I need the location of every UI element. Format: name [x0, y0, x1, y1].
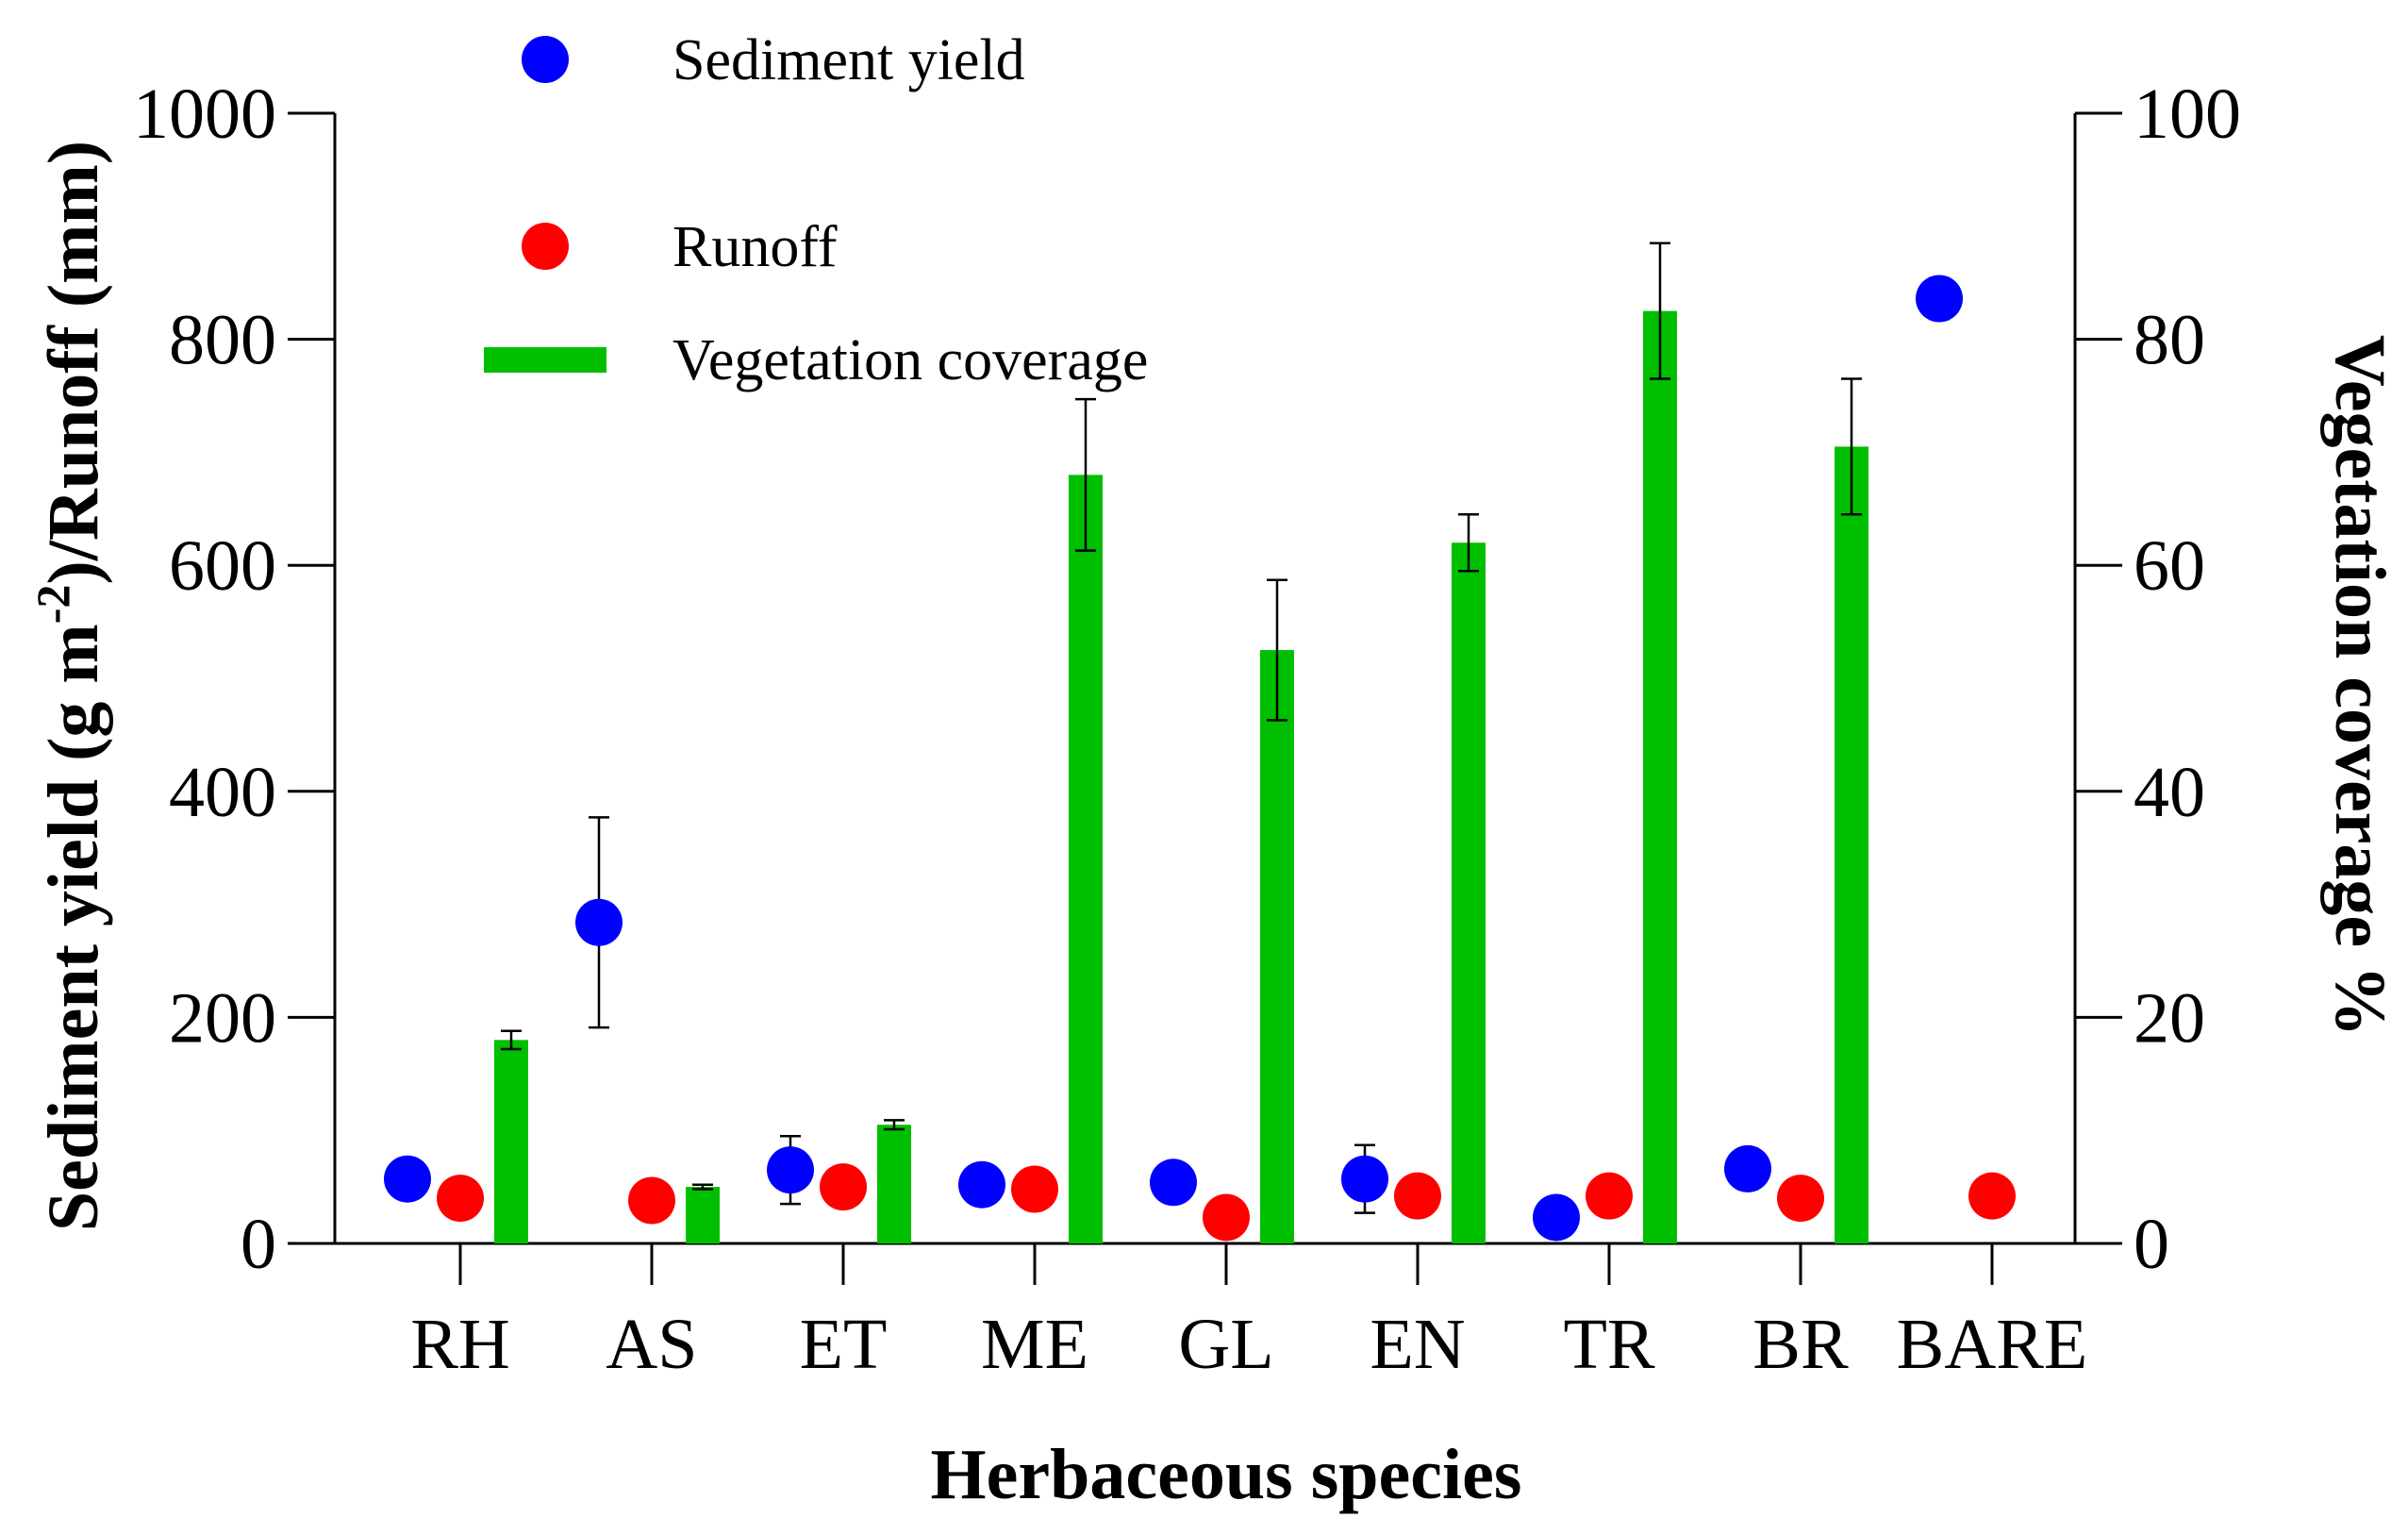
y-left-tick-label: 800 — [169, 301, 276, 380]
y-left-tick-label: 1000 — [133, 75, 276, 154]
x-tick-label: BR — [1752, 1305, 1849, 1384]
vegetation-bar-br — [1835, 446, 1868, 1243]
vegetation-bars — [494, 242, 1868, 1243]
legend-label-sediment-yield: Sediment yield — [673, 28, 1025, 92]
y-left-tick-label: 600 — [169, 526, 276, 606]
x-tick-label: AS — [606, 1305, 697, 1384]
vegetation-bar-et — [877, 1125, 911, 1243]
sediment-yield-point-rh — [384, 1155, 431, 1203]
runoff-point-gl — [1203, 1193, 1250, 1242]
y-right-tick-label: 40 — [2134, 753, 2205, 832]
vegetation-bar-rh — [494, 1040, 528, 1243]
y-right-tick-label: 0 — [2134, 1205, 2169, 1284]
axes: 0 200 400 600 800 1000 0 20 40 60 80 100 RH AS ET ME GL E… — [133, 75, 2241, 1384]
sediment-yield-point-me — [958, 1160, 1005, 1209]
runoff-point-as — [628, 1176, 675, 1225]
sediment-yield-point-br — [1724, 1144, 1771, 1192]
y-axis-left-title: Sediment yield (g m-2)/Runoff (mm) — [26, 141, 113, 1231]
sediment-yield-point-as — [575, 898, 623, 946]
runoff-point-rh — [437, 1175, 484, 1223]
sediment-yield-point-tr — [1533, 1193, 1580, 1242]
vegetation-bar-tr — [1643, 310, 1677, 1243]
runoff-point-br — [1777, 1175, 1824, 1223]
x-tick-label: GL — [1178, 1305, 1273, 1384]
vegetation-bar-en — [1452, 542, 1486, 1243]
runoff-point-me — [1011, 1165, 1058, 1213]
sediment-yield-point-gl — [1150, 1159, 1197, 1207]
y-left-tick-label: 200 — [169, 978, 276, 1058]
vegetation-bar-as — [686, 1187, 720, 1243]
legend-swatch-sediment-yield — [522, 36, 569, 83]
y-axis-left-title-superscript: -2 — [26, 585, 79, 625]
legend-swatch-runoff — [522, 223, 569, 270]
legend-swatch-vegetation-coverage — [484, 347, 606, 373]
y-axis-left-title-part: Sediment yield (g m — [34, 624, 113, 1231]
sediment-yield-point-et — [767, 1146, 814, 1194]
legend-label-vegetation-coverage: Vegetation coverage — [673, 328, 1148, 392]
y-left-tick-label: 0 — [241, 1205, 276, 1284]
runoff-point-tr — [1586, 1172, 1633, 1220]
runoff-point-bare — [1968, 1172, 2016, 1220]
vegetation-bar-gl — [1260, 650, 1294, 1243]
runoff-point-et — [820, 1163, 867, 1211]
x-tick-label: ET — [800, 1305, 888, 1384]
x-tick-label: BARE — [1897, 1305, 2088, 1384]
y-right-tick-label: 20 — [2134, 978, 2205, 1058]
y-right-tick-label: 100 — [2134, 75, 2241, 154]
y-right-tick-label: 80 — [2134, 301, 2205, 380]
runoff-point-en — [1394, 1172, 1441, 1220]
x-tick-label: RH — [410, 1305, 510, 1384]
data-points — [384, 275, 2016, 1242]
x-tick-label: EN — [1370, 1305, 1465, 1384]
sediment-yield-point-en — [1341, 1155, 1388, 1203]
x-tick-label: ME — [981, 1305, 1088, 1384]
sediment-yield-point-bare — [1916, 275, 1963, 323]
y-left-tick-label: 400 — [169, 753, 276, 832]
legend: Sediment yield Runoff Vegetation coverage — [484, 28, 1148, 392]
y-right-tick-label: 60 — [2134, 526, 2205, 606]
y-axis-right-title: Vegetation coverage % — [2320, 335, 2400, 1037]
x-tick-label: TR — [1563, 1305, 1654, 1384]
legend-label-runoff: Runoff — [673, 215, 838, 279]
y-axis-left-title-part: )/Runoff (mm) — [34, 141, 113, 585]
vegetation-bar-me — [1069, 475, 1103, 1243]
x-axis-title: Herbaceous species — [931, 1435, 1522, 1514]
